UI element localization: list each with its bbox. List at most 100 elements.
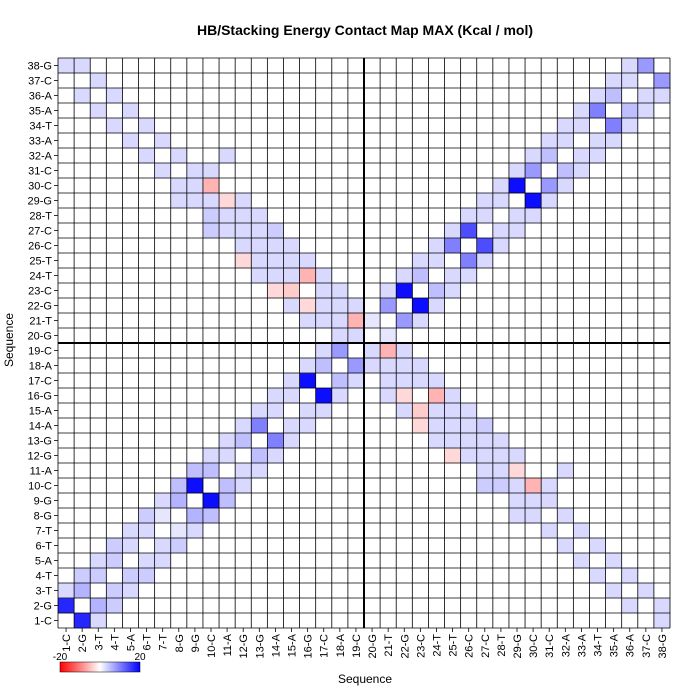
heatmap-cell — [476, 208, 494, 224]
heatmap-cell — [315, 343, 333, 359]
y-tick-label: 29-G — [28, 196, 52, 208]
heatmap-cell — [589, 148, 606, 164]
heatmap-cell — [267, 403, 284, 419]
heatmap-cell — [605, 88, 622, 104]
heatmap-cell — [396, 358, 413, 374]
heatmap-cell — [202, 223, 220, 239]
heatmap-cell — [396, 403, 413, 419]
heatmap-cell — [331, 343, 349, 359]
heatmap-grid — [57, 57, 671, 629]
heatmap-cell — [202, 463, 220, 479]
heatmap-cell — [283, 298, 300, 314]
heatmap-cell — [589, 568, 606, 584]
y-tick-label: 34-T — [29, 121, 52, 133]
heatmap-cell — [621, 118, 639, 134]
x-tick-label: 20-G — [367, 634, 379, 658]
heatmap-cell — [380, 373, 397, 389]
x-tick-label: 4-T — [109, 634, 121, 651]
y-tick-label: 2-G — [34, 601, 52, 613]
y-tick-label: 37-C — [28, 76, 52, 88]
heatmap-cell — [492, 238, 510, 254]
heatmap-cell — [557, 133, 574, 149]
x-tick-label: 23-C — [415, 634, 427, 658]
heatmap-cell — [508, 223, 526, 239]
heatmap-cell — [460, 448, 478, 464]
heatmap-cell — [251, 208, 268, 224]
heatmap-cell — [380, 343, 397, 359]
heatmap-cell — [460, 418, 478, 434]
heatmap-cell — [202, 163, 220, 179]
y-tick-label: 21-T — [29, 316, 52, 328]
heatmap-cell — [621, 58, 639, 74]
heatmap-cell — [251, 448, 268, 464]
heatmap-cell — [380, 358, 397, 374]
heatmap-cell — [219, 478, 236, 494]
heatmap-cell — [396, 268, 413, 284]
heatmap-cell — [573, 553, 590, 569]
heatmap-cell — [90, 598, 107, 614]
heatmap-cell — [267, 448, 284, 464]
heatmap-cell — [138, 568, 155, 584]
heatmap-cell — [251, 403, 268, 419]
heatmap-cell — [267, 238, 284, 254]
x-axis-label: Sequence — [338, 672, 392, 686]
heatmap-cell — [653, 598, 671, 614]
heatmap-cell — [315, 313, 333, 329]
heatmap-cell — [299, 358, 316, 374]
heatmap-cell — [154, 493, 172, 509]
y-tick-label: 17-C — [28, 376, 52, 388]
x-tick-label: 12-G — [238, 634, 250, 658]
heatmap-cell — [525, 478, 542, 494]
heatmap-cell — [138, 148, 155, 164]
x-tick-label: 8-G — [174, 634, 186, 652]
heatmap-cell — [186, 178, 204, 194]
y-tick-label: 19-C — [28, 346, 52, 358]
heatmap-cell — [267, 253, 284, 269]
heatmap-cell — [364, 343, 381, 359]
y-tick-label: 9-G — [34, 496, 52, 508]
heatmap-cell — [170, 193, 188, 209]
heatmap-cell — [541, 523, 558, 539]
heatmap-cell — [283, 253, 300, 269]
heatmap-cell — [573, 103, 590, 119]
x-tick-label: 2-G — [77, 634, 89, 652]
heatmap-cell — [90, 568, 107, 584]
heatmap-cell — [235, 238, 252, 254]
heatmap-cell — [396, 283, 413, 299]
heatmap-cell — [476, 478, 494, 494]
x-tick-label: 38-G — [657, 634, 669, 658]
y-tick-label: 1-C — [34, 616, 52, 628]
heatmap-cell — [476, 238, 494, 254]
heatmap-cell — [219, 448, 236, 464]
heatmap-cell — [219, 493, 236, 509]
heatmap-cell — [492, 433, 510, 449]
heatmap-cell — [299, 268, 316, 284]
heatmap-cell — [444, 238, 461, 254]
heatmap-cell — [557, 178, 574, 194]
heatmap-cell — [476, 193, 494, 209]
x-tick-label: 15-A — [287, 633, 299, 657]
heatmap-cell — [347, 298, 365, 314]
heatmap-cell — [428, 388, 445, 404]
heatmap-cell — [541, 193, 558, 209]
heatmap-cell — [380, 388, 397, 404]
heatmap-cell — [428, 238, 445, 254]
heatmap-cell — [637, 58, 655, 74]
heatmap-cell — [476, 253, 494, 269]
heatmap-cell — [106, 118, 123, 134]
heatmap-cell — [492, 478, 510, 494]
heatmap-cell — [299, 418, 316, 434]
x-tick-label: 10-C — [206, 634, 218, 658]
heatmap-cell — [251, 238, 268, 254]
heatmap-cell — [412, 298, 429, 314]
y-tick-label: 36-A — [29, 91, 53, 103]
heatmap-cell — [508, 478, 526, 494]
y-tick-label: 7-T — [36, 526, 53, 538]
y-tick-label: 26-C — [28, 241, 52, 253]
heatmap-cell — [460, 208, 478, 224]
heatmap-cell — [541, 493, 558, 509]
heatmap-cell — [621, 103, 639, 119]
heatmap-cell — [74, 613, 91, 629]
x-tick-label: 26-C — [464, 634, 476, 658]
heatmap-cell — [219, 148, 236, 164]
